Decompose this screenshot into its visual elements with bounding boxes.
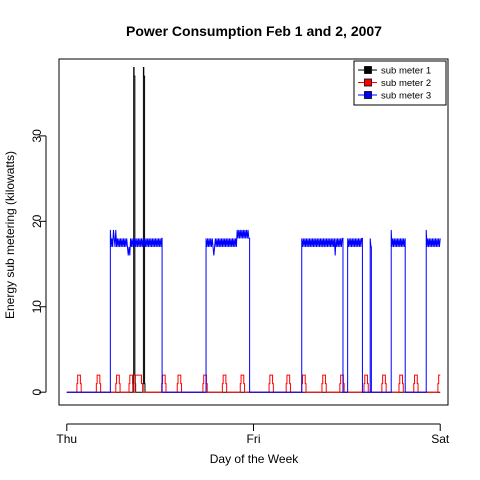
- x-axis-label: Day of the Week: [210, 452, 299, 466]
- legend-swatch: [364, 66, 372, 74]
- x-tick-label: Fri: [247, 432, 261, 446]
- plot-frame: [58, 58, 449, 406]
- series-line-1: [66, 67, 441, 393]
- series-layer: [66, 67, 441, 393]
- y-tick-label: 0: [30, 389, 44, 396]
- x-tick-label: Sat: [431, 432, 450, 446]
- y-tick-label: 20: [30, 214, 44, 228]
- series-line-2: [66, 374, 441, 393]
- x-tick-label: Thu: [56, 432, 77, 446]
- y-tick-label: 30: [30, 129, 44, 143]
- axes-layer: Thu Fri Sat 0 10 20 30: [30, 129, 450, 446]
- y-tick-label: 10: [30, 300, 44, 314]
- legend-label: sub meter 1: [381, 66, 431, 77]
- series-line-3: [66, 229, 441, 393]
- chart-title: Power Consumption Feb 1 and 2, 2007: [126, 23, 382, 39]
- y-axis-label: Energy sub metering (kilowatts): [3, 151, 17, 319]
- legend-label: sub meter 3: [381, 91, 431, 102]
- legend-swatch: [364, 91, 372, 99]
- legend-swatch: [364, 78, 372, 87]
- legend-label: sub meter 2: [381, 78, 431, 89]
